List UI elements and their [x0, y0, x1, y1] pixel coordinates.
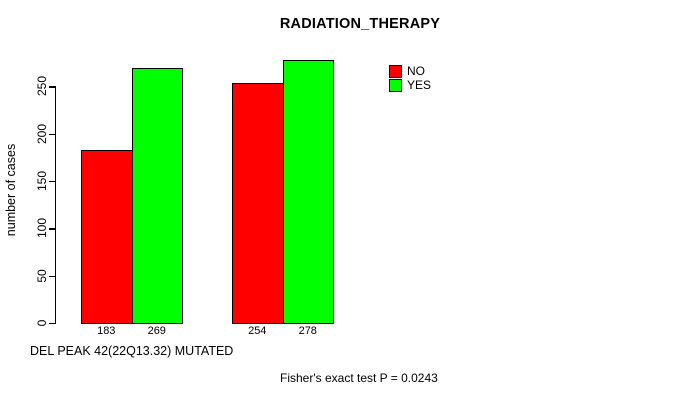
- legend-label-yes: YES: [407, 78, 432, 92]
- x-axis-label: DEL PEAK 42(22Q13.32) MUTATED: [30, 344, 234, 358]
- bar-no-group2: [232, 82, 284, 324]
- bar-value-label: 278: [298, 325, 317, 337]
- y-axis-tick-label: 150: [35, 171, 49, 192]
- y-axis-tick: [49, 275, 55, 277]
- y-axis-tick: [49, 86, 55, 88]
- y-axis-tick-label: 50: [35, 268, 49, 283]
- legend: NO YES: [389, 65, 431, 93]
- bar-value-label: 269: [147, 325, 166, 337]
- legend-label-no: NO: [407, 64, 425, 78]
- y-axis-tick: [49, 323, 55, 325]
- y-axis-tick-label: 250: [35, 76, 49, 97]
- chart-title: RADIATION_THERAPY: [279, 16, 441, 32]
- bar-no-group1: [81, 149, 133, 324]
- legend-item-yes: YES: [389, 79, 431, 92]
- y-axis-label: number of cases: [4, 143, 18, 237]
- y-axis-tick: [49, 181, 55, 183]
- y-axis-tick-label: 0: [35, 319, 49, 327]
- y-axis-tick: [49, 133, 55, 135]
- y-axis-tick-label: 200: [35, 123, 49, 144]
- bar-yes-group2: [282, 59, 334, 324]
- y-axis-tick-label: 100: [35, 218, 49, 239]
- bar-yes-group1: [131, 68, 183, 324]
- legend-swatch-yes-icon: [389, 79, 402, 92]
- y-axis-tick: [49, 228, 55, 230]
- legend-item-no: NO: [389, 65, 431, 78]
- bar-value-label: 254: [248, 325, 267, 337]
- stat-annotation: Fisher's exact test P = 0.0243: [280, 371, 438, 385]
- y-axis-line: [55, 86, 57, 324]
- bar-value-label: 183: [97, 325, 116, 337]
- legend-swatch-no-icon: [389, 65, 402, 78]
